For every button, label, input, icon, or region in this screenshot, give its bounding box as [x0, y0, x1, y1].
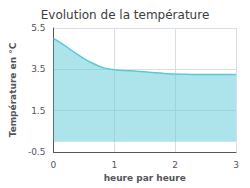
svg-text:5.5: 5.5: [31, 23, 45, 33]
svg-text:3: 3: [233, 160, 239, 170]
svg-text:2: 2: [172, 160, 178, 170]
svg-text:-0.5: -0.5: [28, 147, 46, 157]
svg-text:0: 0: [51, 160, 57, 170]
svg-text:3.5: 3.5: [31, 64, 45, 74]
svg-text:heure par heure: heure par heure: [104, 173, 186, 183]
svg-text:1: 1: [111, 160, 117, 170]
svg-text:Température en °C: Température en °C: [8, 42, 18, 137]
svg-text:Evolution de la température: Evolution de la température: [41, 8, 210, 22]
svg-text:1.5: 1.5: [31, 106, 45, 116]
